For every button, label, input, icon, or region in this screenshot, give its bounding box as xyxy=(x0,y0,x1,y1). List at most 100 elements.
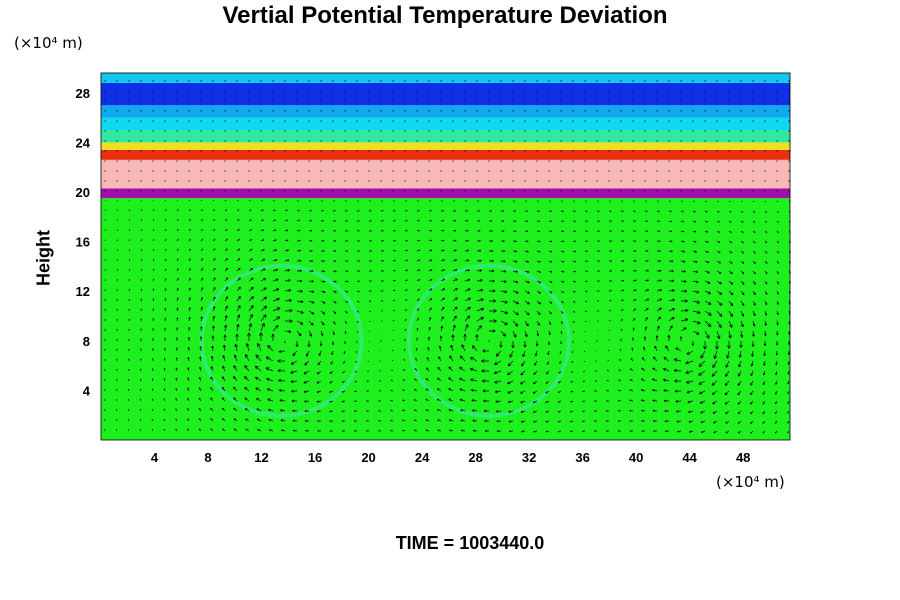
y-tick-label: 24 xyxy=(76,135,91,150)
wind-arrow xyxy=(548,180,550,182)
wind-arrow xyxy=(488,259,494,263)
wind-arrow xyxy=(752,100,754,102)
wind-arrow xyxy=(284,209,288,212)
wind-arrow xyxy=(560,270,565,273)
wind-arrow xyxy=(438,345,442,352)
wind-arrow xyxy=(632,90,634,92)
wind-arrow xyxy=(116,259,119,262)
wind-arrow xyxy=(200,267,204,272)
wind-arrow xyxy=(356,170,358,172)
wind-arrow xyxy=(248,229,252,232)
wind-arrow xyxy=(644,190,646,192)
field-band-0 xyxy=(101,198,790,440)
wind-arrow xyxy=(536,220,540,223)
wind-arrow xyxy=(269,429,274,432)
wind-arrow xyxy=(426,357,430,362)
wind-arrow xyxy=(152,268,155,272)
wind-arrow xyxy=(632,190,634,192)
wind-arrow xyxy=(524,140,526,142)
wind-arrow xyxy=(308,150,310,152)
wind-arrow xyxy=(764,280,768,285)
wind-arrow xyxy=(476,120,478,122)
wind-arrow xyxy=(260,100,262,102)
wind-arrow xyxy=(284,319,293,323)
wind-arrow xyxy=(512,120,514,122)
wind-arrow xyxy=(617,409,622,412)
wind-arrow xyxy=(774,430,778,434)
wind-arrow xyxy=(668,200,671,202)
wind-arrow xyxy=(496,420,502,423)
wind-arrow xyxy=(402,389,406,392)
wind-arrow xyxy=(680,240,685,243)
wind-arrow xyxy=(584,270,588,273)
wind-arrow xyxy=(437,366,442,372)
wind-arrow xyxy=(752,260,756,264)
wind-arrow xyxy=(224,286,229,292)
wind-arrow xyxy=(488,309,497,313)
wind-arrow xyxy=(152,239,155,242)
wind-arrow xyxy=(428,130,430,132)
wind-arrow xyxy=(308,100,310,102)
wind-arrow xyxy=(224,90,226,92)
wind-arrow xyxy=(152,160,154,162)
wind-arrow xyxy=(740,80,742,82)
wind-arrow xyxy=(236,160,238,162)
wind-arrow xyxy=(716,170,718,172)
wind-arrow xyxy=(272,80,274,82)
wind-arrow xyxy=(296,200,299,202)
wind-arrow xyxy=(308,249,313,252)
wind-arrow xyxy=(224,100,226,102)
wind-arrow xyxy=(545,410,550,413)
wind-arrow xyxy=(656,80,658,82)
wind-arrow xyxy=(355,360,358,363)
wind-arrow xyxy=(464,259,470,262)
wind-arrow xyxy=(739,340,743,348)
wind-arrow xyxy=(128,110,130,112)
wind-arrow xyxy=(776,230,779,234)
wind-arrow xyxy=(128,180,130,182)
wind-arrow xyxy=(668,316,675,322)
wind-arrow xyxy=(737,420,742,424)
wind-arrow xyxy=(656,190,658,192)
wind-arrow xyxy=(104,130,106,132)
wind-arrow xyxy=(495,400,502,403)
wind-arrow xyxy=(428,249,433,252)
wind-arrow xyxy=(632,279,637,282)
wind-arrow xyxy=(255,354,262,362)
wind-arrow xyxy=(482,389,490,393)
wind-arrow xyxy=(308,310,315,315)
wind-arrow xyxy=(764,130,766,132)
wind-arrow xyxy=(248,180,250,182)
wind-arrow xyxy=(582,390,586,393)
wind-arrow xyxy=(104,80,106,82)
wind-arrow xyxy=(140,130,142,132)
wind-arrow xyxy=(210,428,214,432)
wind-arrow xyxy=(548,330,551,336)
wind-arrow xyxy=(316,380,322,384)
wind-arrow xyxy=(596,110,598,112)
wind-arrow xyxy=(211,335,215,342)
wind-arrow xyxy=(572,320,575,323)
wind-arrow xyxy=(367,370,370,372)
wind-arrow xyxy=(668,325,673,332)
wind-arrow xyxy=(488,180,490,182)
wind-arrow xyxy=(704,290,711,295)
wind-arrow xyxy=(620,210,624,213)
wind-arrow xyxy=(536,140,538,142)
wind-arrow xyxy=(524,120,526,122)
wind-arrow xyxy=(774,410,778,414)
wind-arrow xyxy=(236,277,241,282)
wind-arrow xyxy=(572,330,575,333)
wind-arrow xyxy=(507,370,514,376)
wind-arrow xyxy=(764,140,766,142)
wind-arrow xyxy=(680,279,687,283)
wind-arrow xyxy=(330,360,334,365)
wind-arrow xyxy=(212,296,216,302)
wind-arrow xyxy=(368,150,370,152)
wind-arrow xyxy=(461,344,466,352)
wind-arrow xyxy=(212,90,214,92)
wind-arrow xyxy=(152,90,154,92)
wind-arrow xyxy=(520,370,526,376)
wind-arrow xyxy=(692,90,694,92)
wind-arrow xyxy=(416,100,418,102)
